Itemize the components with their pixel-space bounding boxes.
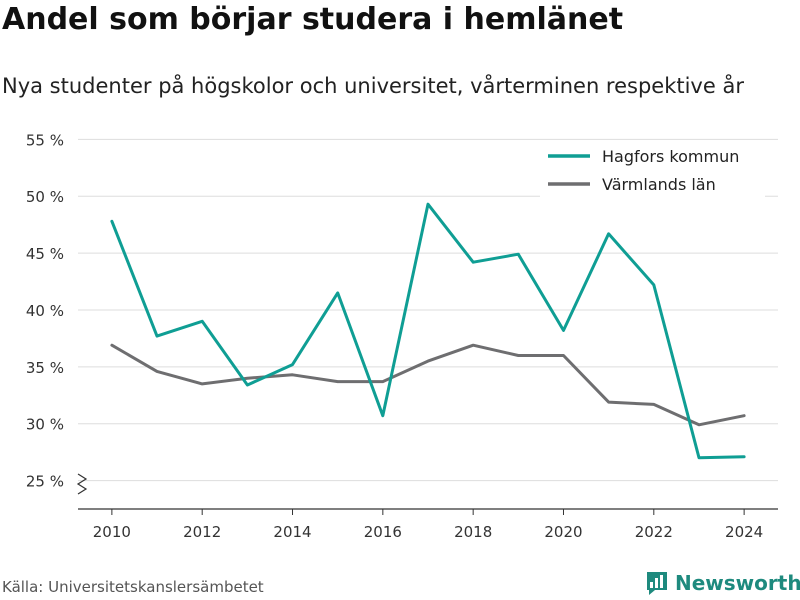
y-tick-label: 50 % (26, 188, 64, 206)
chart-title: Andel som börjar studera i hemlänet (2, 2, 624, 37)
brand-logo: Newsworthy (645, 570, 800, 596)
x-tick-label: 2012 (183, 523, 221, 541)
y-tick-label: 35 % (26, 359, 64, 377)
brand-name: Newsworthy (675, 571, 800, 595)
y-tick-label: 30 % (26, 416, 64, 434)
y-tick-label: 40 % (26, 302, 64, 320)
x-tick-label: 2022 (635, 523, 673, 541)
series-line-0 (110, 202, 746, 460)
legend-label: Värmlands län (602, 175, 716, 194)
series (110, 202, 746, 460)
x-tick-label: 2020 (544, 523, 582, 541)
x-tick-label: 2024 (725, 523, 763, 541)
newsworthy-logo-icon (647, 572, 667, 595)
chart-subtitle: Nya studenter på högskolor och universit… (2, 74, 744, 98)
legend-label: Hagfors kommun (602, 147, 739, 166)
legend: Hagfors kommun Värmlands län (540, 140, 765, 200)
x-tick-label: 2018 (454, 523, 492, 541)
y-tick-label: 55 % (26, 131, 64, 149)
y-tick-label: 25 % (26, 473, 64, 491)
series-line-1 (110, 343, 746, 427)
x-tick-label: 2010 (93, 523, 131, 541)
source-note: Källa: Universitetskanslersämbetet (2, 578, 264, 596)
axis-break-icon (76, 473, 88, 495)
legend-background (540, 140, 765, 200)
axes: 25 % 30 % 35 % 40 % 45 % 50 % 55 % 2010 2012 2014… (26, 131, 778, 541)
x-tick-label: 2014 (273, 523, 311, 541)
y-tick-label: 45 % (26, 245, 64, 263)
x-tick-label: 2016 (364, 523, 402, 541)
